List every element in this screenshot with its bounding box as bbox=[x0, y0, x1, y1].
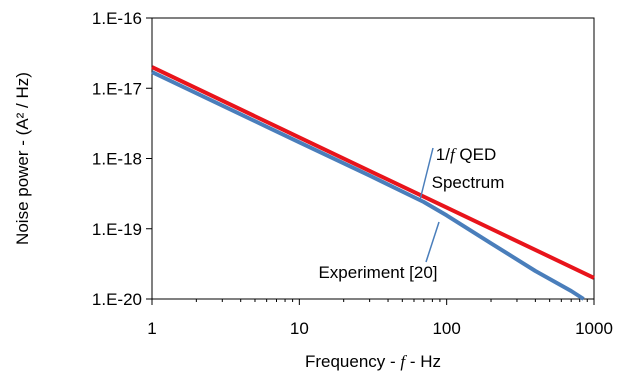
y-tick-label: 1.E-20 bbox=[92, 290, 142, 309]
qed-annotation-line1: 1/f QED bbox=[436, 145, 496, 164]
qed-annotation-leader bbox=[419, 147, 434, 201]
x-axis-title: Frequency - f - Hz bbox=[305, 352, 441, 371]
plot-frame bbox=[151, 17, 595, 300]
x-tick-label: 1 bbox=[147, 319, 156, 338]
y-tick-label: 1.E-19 bbox=[92, 220, 142, 239]
y-tick-label: 1.E-17 bbox=[92, 79, 142, 98]
series-line bbox=[151, 65, 595, 280]
series-group bbox=[151, 65, 595, 301]
x-tick-label: 1000 bbox=[575, 319, 613, 338]
experiment-annotation-leader bbox=[425, 221, 440, 263]
series-line bbox=[151, 70, 585, 301]
ticks: 1.E-16 1.E-17 1.E-18 1.E-19 1.E-20 1 10 100 1000 bbox=[92, 9, 613, 338]
axes bbox=[151, 17, 595, 300]
qed-annotation-line2: Spectrum bbox=[432, 173, 505, 192]
x-tick-label: 100 bbox=[432, 319, 460, 338]
experiment-annotation: Experiment [20] bbox=[318, 263, 437, 282]
y-tick-label: 1.E-16 bbox=[92, 9, 142, 28]
annotations: 1/f QED Spectrum Experiment [20] bbox=[318, 145, 504, 282]
y-tick-label: 1.E-18 bbox=[92, 150, 142, 169]
x-tick-label: 10 bbox=[290, 319, 309, 338]
y-axis-title: Noise power - (A² / Hz) bbox=[13, 72, 32, 245]
